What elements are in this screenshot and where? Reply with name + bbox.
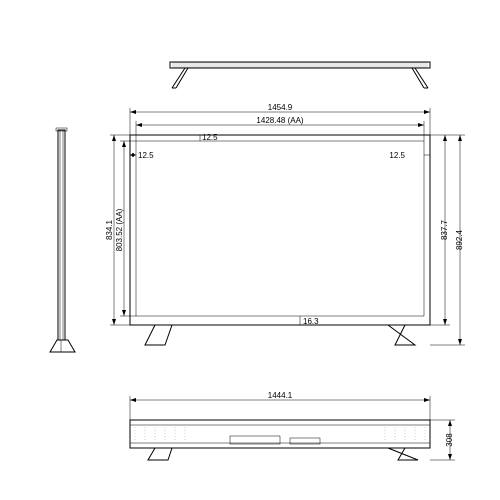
dim-bezel-left: 12.5 (138, 151, 154, 160)
dim-bottom-depth: 308 (445, 433, 454, 447)
technical-drawing: 1454.9 1428.48 (AA) 12.5 12.5 12.5 834.1 (0, 0, 500, 500)
dim-bottom-width: 1444.1 (268, 391, 293, 400)
top-view (170, 62, 430, 88)
dim-height-display: 837.7 (440, 219, 449, 240)
dim-bezel-right: 12.5 (389, 151, 405, 160)
side-view (50, 128, 75, 352)
dim-height-overall: 892.4 (455, 229, 464, 250)
dim-inner-width: 1428.48 (AA) (256, 116, 303, 125)
front-view: 1454.9 1428.48 (AA) 12.5 12.5 12.5 834.1 (105, 103, 465, 345)
dim-height-outer: 834.1 (105, 219, 114, 240)
dim-bottom-gap: 16.3 (303, 317, 319, 326)
dim-bezel-top: 12.5 (202, 133, 218, 142)
dim-outer-width: 1454.9 (268, 103, 293, 112)
bottom-view: 1444.1 308 (130, 391, 455, 460)
dim-height-inner: 803.52 (AA) (115, 208, 124, 251)
